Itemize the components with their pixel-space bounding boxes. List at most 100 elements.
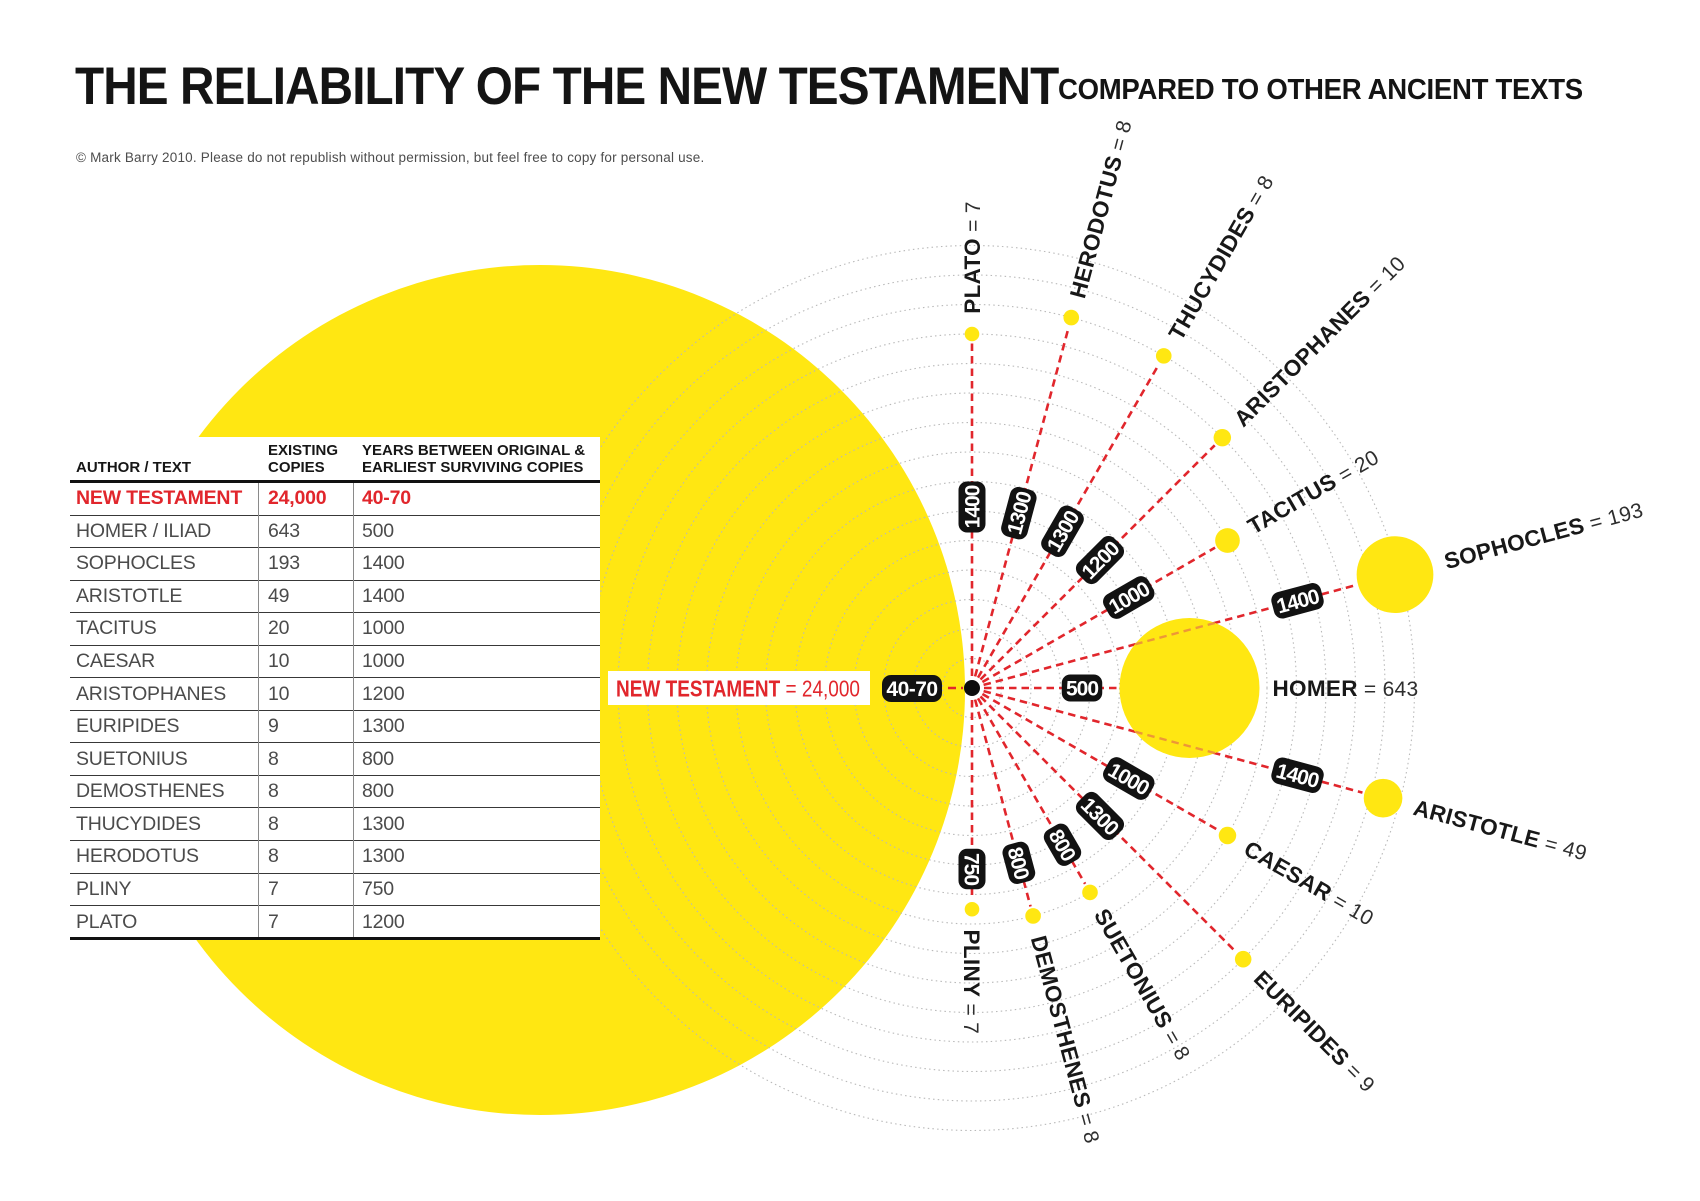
center-label-text: NEW TESTAMENT = 24,000 bbox=[616, 675, 860, 701]
center-hub-dot bbox=[964, 680, 980, 696]
cell-years: 1400 bbox=[362, 584, 405, 607]
column-divider bbox=[258, 483, 260, 937]
ray-tacitus bbox=[981, 546, 1216, 684]
cell-copies: 8 bbox=[268, 812, 279, 835]
grid-ring bbox=[558, 274, 1386, 1102]
ray-caesar bbox=[981, 692, 1219, 832]
cell-copies: 643 bbox=[268, 519, 300, 542]
author-label-thucydides: THUCYDIDES = 8 bbox=[1164, 171, 1279, 345]
cell-copies: 7 bbox=[268, 910, 279, 933]
cell-copies: 49 bbox=[268, 584, 290, 607]
year-badge-demosthenes: 800 bbox=[1002, 841, 1036, 884]
author-label-text: HOMER = 643 bbox=[1273, 676, 1419, 701]
author-dot-plato bbox=[964, 326, 980, 342]
column-header-author: AUTHOR / TEXT bbox=[76, 458, 191, 476]
author-label-text: DEMOSTHENES = 8 bbox=[1026, 933, 1106, 1146]
cell-years: 750 bbox=[362, 877, 394, 900]
author-dot-thucydides bbox=[1155, 348, 1172, 364]
cell-author: PLINY bbox=[76, 877, 132, 900]
cell-author: PLATO bbox=[76, 910, 138, 933]
year-badge-sophocles: 1400 bbox=[1271, 583, 1324, 619]
cell-author: ARISTOPHANES bbox=[76, 682, 227, 705]
year-badge-plato: 1400 bbox=[958, 481, 986, 533]
page-subtitle: COMPARED TO OTHER ANCIENT TEXTS bbox=[1058, 74, 1583, 106]
cell-author: SUETONIUS bbox=[76, 747, 188, 770]
cell-years: 800 bbox=[362, 747, 394, 770]
table-row: CAESAR 10 1000 bbox=[70, 646, 600, 679]
year-badge-pill bbox=[1075, 535, 1125, 585]
author-dot-suetonius bbox=[1082, 884, 1098, 901]
cell-author: NEW TESTAMENT bbox=[76, 487, 243, 510]
column-header-years: YEARS BETWEEN ORIGINAL & EARLIEST SURVIV… bbox=[362, 441, 586, 476]
author-label-text: PLINY = 7 bbox=[959, 930, 984, 1035]
column-header-copies: EXISTING COPIES bbox=[268, 441, 339, 476]
cell-author: HOMER / ILIAD bbox=[76, 519, 212, 542]
cell-author: DEMOSTHENES bbox=[76, 780, 225, 803]
author-label-text: THUCYDIDES = 8 bbox=[1164, 171, 1279, 345]
cell-author: ARISTOTLE bbox=[76, 584, 183, 607]
cell-copies: 9 bbox=[268, 715, 279, 738]
cell-years: 1300 bbox=[362, 845, 405, 868]
author-dot-pliny bbox=[964, 901, 980, 917]
author-dot-demosthenes bbox=[1025, 908, 1041, 924]
year-badge-pill bbox=[1061, 674, 1103, 702]
author-label-aristophanes: ARISTOPHANES = 10 bbox=[1229, 252, 1410, 431]
cell-years: 500 bbox=[362, 519, 394, 542]
year-badge-text: 750 bbox=[959, 853, 982, 885]
author-label-tacitus: TACITUS = 20 bbox=[1243, 446, 1383, 539]
cell-copies: 8 bbox=[268, 747, 279, 770]
author-label-text: EURIPIDES = 9 bbox=[1249, 966, 1380, 1097]
year-badge-pliny: 750 bbox=[958, 848, 986, 890]
cell-author: EURIPIDES bbox=[76, 715, 180, 738]
author-dot-aristotle bbox=[1363, 778, 1403, 818]
cell-copies: 24,000 bbox=[268, 487, 327, 510]
year-badge-pill bbox=[1103, 757, 1155, 800]
author-label-text: SOPHOCLES = 193 bbox=[1442, 497, 1646, 574]
year-badge-pill bbox=[1103, 576, 1155, 619]
cell-years: 1400 bbox=[362, 552, 405, 575]
author-label-sophocles: SOPHOCLES = 193 bbox=[1442, 497, 1646, 574]
copyright-note: © Mark Barry 2010. Please do not republi… bbox=[76, 150, 705, 165]
year-badge-thucydides: 1300 bbox=[1041, 505, 1084, 557]
year-badge-homer: 500 bbox=[1061, 674, 1103, 702]
center-group: NEW TESTAMENT = 24,000 40-70 bbox=[608, 671, 980, 705]
year-badge-text: 1400 bbox=[1274, 585, 1322, 618]
table-row: DEMOSTHENES 8 800 bbox=[70, 776, 600, 809]
year-badge-text: 1400 bbox=[962, 485, 985, 528]
center-gap-badge-text: 40-70 bbox=[886, 678, 937, 701]
cell-years: 1200 bbox=[362, 910, 405, 933]
cell-author: CAESAR bbox=[76, 650, 155, 672]
author-dot-sophocles bbox=[1356, 536, 1434, 614]
author-dots bbox=[964, 309, 1434, 968]
cell-years: 800 bbox=[362, 780, 394, 803]
year-badge-pill bbox=[1002, 841, 1036, 884]
year-badge-pill bbox=[958, 481, 986, 533]
cell-years: 1300 bbox=[362, 715, 405, 738]
year-badge-aristotle: 1400 bbox=[1271, 757, 1324, 793]
author-label-text: CAESAR = 10 bbox=[1240, 836, 1379, 930]
cell-copies: 7 bbox=[268, 877, 279, 900]
year-badge-text: 1300 bbox=[1003, 490, 1036, 538]
table-row: ARISTOTLE 49 1400 bbox=[70, 581, 600, 614]
year-badge-pill bbox=[958, 848, 986, 890]
author-label-homer: HOMER = 643 bbox=[1273, 676, 1419, 701]
author-dot-tacitus bbox=[1215, 528, 1240, 553]
cell-copies: 193 bbox=[268, 552, 300, 575]
author-label-euripides: EURIPIDES = 9 bbox=[1249, 966, 1380, 1097]
table-header: AUTHOR / TEXT EXISTING COPIES YEARS BETW… bbox=[70, 437, 600, 483]
year-badge-tacitus: 1000 bbox=[1103, 576, 1155, 619]
author-label-text: PLATO = 7 bbox=[960, 201, 985, 313]
author-dot-homer bbox=[1119, 618, 1260, 758]
year-badge-pill bbox=[1041, 505, 1084, 557]
cell-years: 40-70 bbox=[362, 487, 411, 510]
table-row: PLINY 7 750 bbox=[70, 874, 600, 907]
cell-author: TACITUS bbox=[76, 617, 157, 640]
table-row: HERODOTUS 8 1300 bbox=[70, 841, 600, 874]
author-label-plato: PLATO = 7 bbox=[960, 201, 985, 313]
cell-author: SOPHOCLES bbox=[76, 552, 196, 575]
grid-ring bbox=[912, 628, 1032, 748]
cell-copies: 8 bbox=[268, 845, 279, 868]
grid-ring bbox=[617, 333, 1327, 1043]
